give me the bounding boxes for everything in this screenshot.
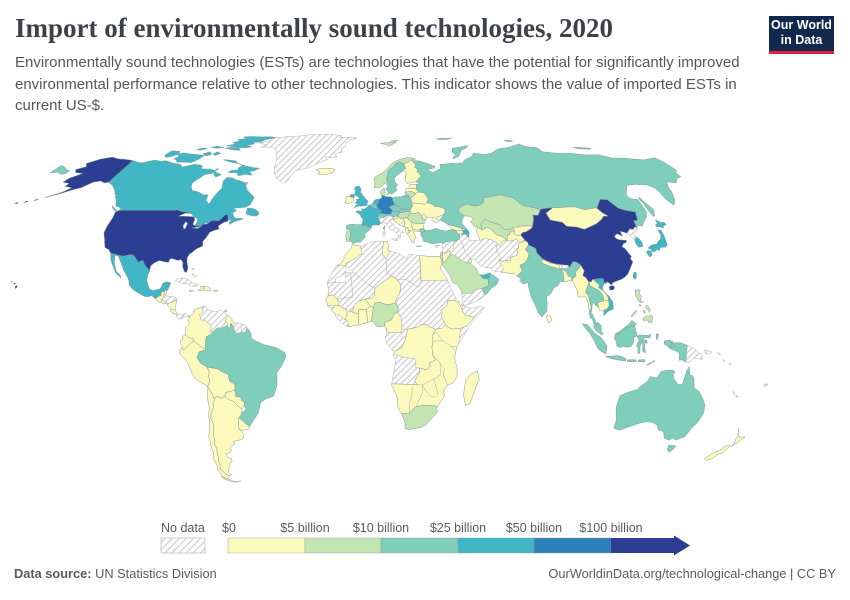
svg-text:No data: No data xyxy=(161,521,205,535)
svg-text:$0: $0 xyxy=(222,521,236,535)
svg-text:$10 billion: $10 billion xyxy=(353,521,409,535)
svg-text:$25 billion: $25 billion xyxy=(430,521,486,535)
svg-text:$5 billion: $5 billion xyxy=(280,521,329,535)
svg-text:$100 billion: $100 billion xyxy=(579,521,642,535)
svg-text:$50 billion: $50 billion xyxy=(506,521,562,535)
